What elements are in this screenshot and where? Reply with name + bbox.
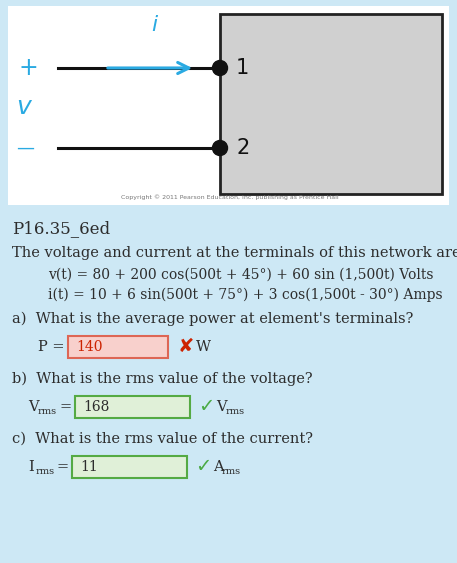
Text: v(t) = 80 + 200 cos(500t + 45°) + 60 sin (1,500t) Volts: v(t) = 80 + 200 cos(500t + 45°) + 60 sin… bbox=[48, 268, 434, 282]
Text: $i$: $i$ bbox=[151, 14, 159, 36]
Text: Copyright © 2011 Pearson Education, Inc. publishing as Prentice Hall: Copyright © 2011 Pearson Education, Inc.… bbox=[121, 194, 339, 200]
Text: rms: rms bbox=[226, 408, 245, 417]
Text: b)  What is the rms value of the voltage?: b) What is the rms value of the voltage? bbox=[12, 372, 313, 386]
Text: c)  What is the rms value of the current?: c) What is the rms value of the current? bbox=[12, 432, 313, 446]
Text: 140: 140 bbox=[76, 340, 102, 354]
Text: I: I bbox=[28, 460, 34, 474]
Circle shape bbox=[213, 60, 228, 75]
Text: ✓: ✓ bbox=[195, 458, 212, 476]
Text: The voltage and current at the terminals of this network are: The voltage and current at the terminals… bbox=[12, 246, 457, 260]
Text: rms: rms bbox=[222, 467, 241, 476]
Bar bbox=[8, 6, 449, 205]
Text: V: V bbox=[28, 400, 39, 414]
Text: 1: 1 bbox=[236, 58, 249, 78]
Circle shape bbox=[213, 141, 228, 155]
Text: rms: rms bbox=[36, 467, 55, 476]
Bar bbox=[72, 456, 187, 478]
Text: rms: rms bbox=[38, 408, 57, 417]
Text: =: = bbox=[60, 400, 77, 414]
Bar bbox=[220, 14, 442, 194]
Bar bbox=[68, 336, 168, 358]
Text: ✓: ✓ bbox=[198, 397, 214, 417]
Bar bbox=[75, 396, 190, 418]
Text: i(t) = 10 + 6 sin(500t + 75°) + 3 cos(1,500t - 30°) Amps: i(t) = 10 + 6 sin(500t + 75°) + 3 cos(1,… bbox=[48, 288, 443, 302]
Text: P16.35_6ed: P16.35_6ed bbox=[12, 220, 110, 237]
Text: a)  What is the average power at element's terminals?: a) What is the average power at element'… bbox=[12, 312, 414, 327]
Text: +: + bbox=[18, 56, 38, 80]
Text: ✘: ✘ bbox=[178, 337, 194, 356]
Text: $v$: $v$ bbox=[16, 96, 33, 119]
Text: W: W bbox=[196, 340, 211, 354]
Text: =: = bbox=[57, 460, 74, 474]
Text: A: A bbox=[213, 460, 223, 474]
Text: 11: 11 bbox=[80, 460, 98, 474]
Text: P =: P = bbox=[38, 340, 69, 354]
Text: 168: 168 bbox=[83, 400, 109, 414]
Text: 2: 2 bbox=[236, 138, 249, 158]
Text: —: — bbox=[16, 139, 34, 157]
Text: V: V bbox=[216, 400, 227, 414]
